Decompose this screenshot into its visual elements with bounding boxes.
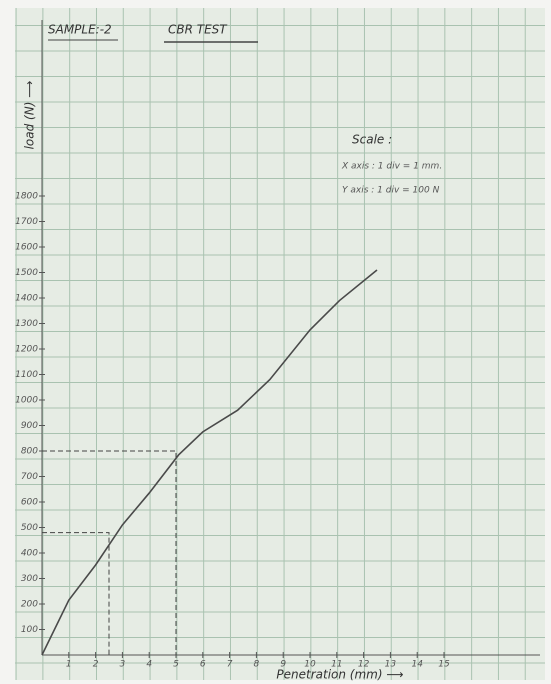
x-tick-label: 4 [146,660,152,670]
y-tick-label: 800 [21,447,38,457]
x-tick-label: 10 [304,660,316,670]
y-tick-label: 100 [21,625,38,635]
x-tick-label: 5 [173,660,179,670]
x-tick-label: 3 [120,660,126,670]
annotation: Scale : [352,133,392,147]
y-tick-label: 1300 [15,319,38,329]
y-tick-label: 1500 [15,268,38,278]
y-tick-label: 900 [21,421,38,431]
x-tick-label: 12 [358,660,370,670]
load-curve [41,269,378,656]
x-tick-label: 2 [93,660,99,670]
y-tick-label: 300 [21,574,38,584]
x-tick-label: 11 [331,660,342,670]
y-tick-label: 1600 [15,243,38,253]
x-axis-label: Penetration (mm) ⟶ [276,668,403,682]
y-tick-label: 200 [21,600,38,610]
y-tick-label: 500 [21,523,38,533]
annotation: X axis : 1 div = 1 mm. [341,162,442,172]
y-tick-label: 1000 [15,396,38,406]
x-tick-label: 7 [227,660,233,670]
graph-paper [15,8,545,680]
chart-title: CBR TEST [168,23,228,37]
x-tick-label: 1 [66,660,72,670]
y-tick-label: 1200 [15,345,38,355]
annotation: Y axis : 1 div = 100 N [342,186,440,196]
x-tick-label: 8 [254,660,260,670]
y-tick-label: 600 [21,498,38,508]
reference-line [42,450,177,655]
reference-line [42,532,110,655]
y-tick-label: 1400 [15,294,38,304]
y-tick-label: 400 [21,549,38,559]
x-tick-label: 9 [280,660,286,670]
x-tick-label: 14 [411,660,423,670]
x-tick-label: 13 [385,660,397,670]
y-tick-label: 700 [21,472,38,482]
y-axis-label: load (N) ⟶ [23,81,37,150]
x-tick-label: 15 [438,660,450,670]
y-tick-label: 1800 [15,192,38,202]
y-tick-label: 1100 [15,370,38,380]
sample-label: SAMPLE:-2 [48,23,112,37]
y-tick-label: 1700 [15,217,38,227]
x-tick-label: 6 [200,660,206,670]
